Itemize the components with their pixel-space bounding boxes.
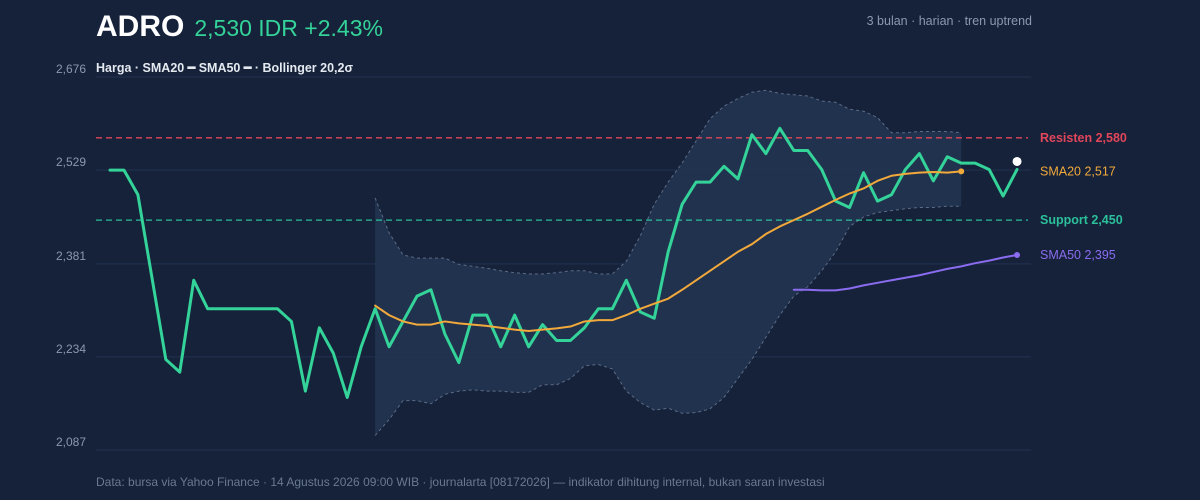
bollinger-lower-line [374, 205, 962, 436]
sma50-end-label: SMA50 2,395 [1040, 248, 1116, 262]
series-layer: SMA20 2,517 SMA50 2,395 [108, 126, 1116, 399]
chart-subtitle: 3 bulan · harian · tren uptrend [866, 14, 1032, 28]
bollinger-upper-line [374, 89, 962, 275]
support-label: Support 2,450 [1040, 213, 1123, 227]
chart-header: ADRO 2,530 IDR +2.43% [96, 10, 383, 44]
grid-layer: 2,676 2,529 2,381 2,234 2,087 [56, 62, 1031, 451]
y-tick-label: 2,234 [56, 342, 86, 356]
resisten-label: Resisten 2,580 [1040, 131, 1127, 145]
chart-footer: Data: bursa via Yahoo Finance · 14 Agust… [96, 475, 825, 489]
y-tick-label: 2,087 [56, 435, 86, 449]
sma20-end-marker [958, 168, 965, 175]
bollinger-band [375, 90, 962, 436]
chart-legend: Harga · SMA20 ━ SMA50 ━ · Bollinger 20,2… [96, 61, 354, 75]
series-line-harga [108, 126, 1019, 399]
sma20-end-label: SMA20 2,517 [1040, 164, 1116, 178]
sma50-end-marker [1014, 251, 1021, 258]
bollinger-layer [374, 89, 962, 436]
last-price-marker [1012, 156, 1022, 166]
series-line-sma20 [374, 170, 963, 332]
y-tick-label: 2,381 [56, 249, 86, 263]
series-line-sma50 [792, 253, 1019, 292]
y-tick-label: 2,676 [56, 62, 86, 76]
y-tick-label: 2,529 [56, 155, 86, 169]
ticker-symbol: ADRO [96, 10, 185, 43]
level-layer: Resisten 2,580 Support 2,450 [96, 131, 1127, 227]
price-change: 2,530 IDR +2.43% [194, 15, 383, 41]
